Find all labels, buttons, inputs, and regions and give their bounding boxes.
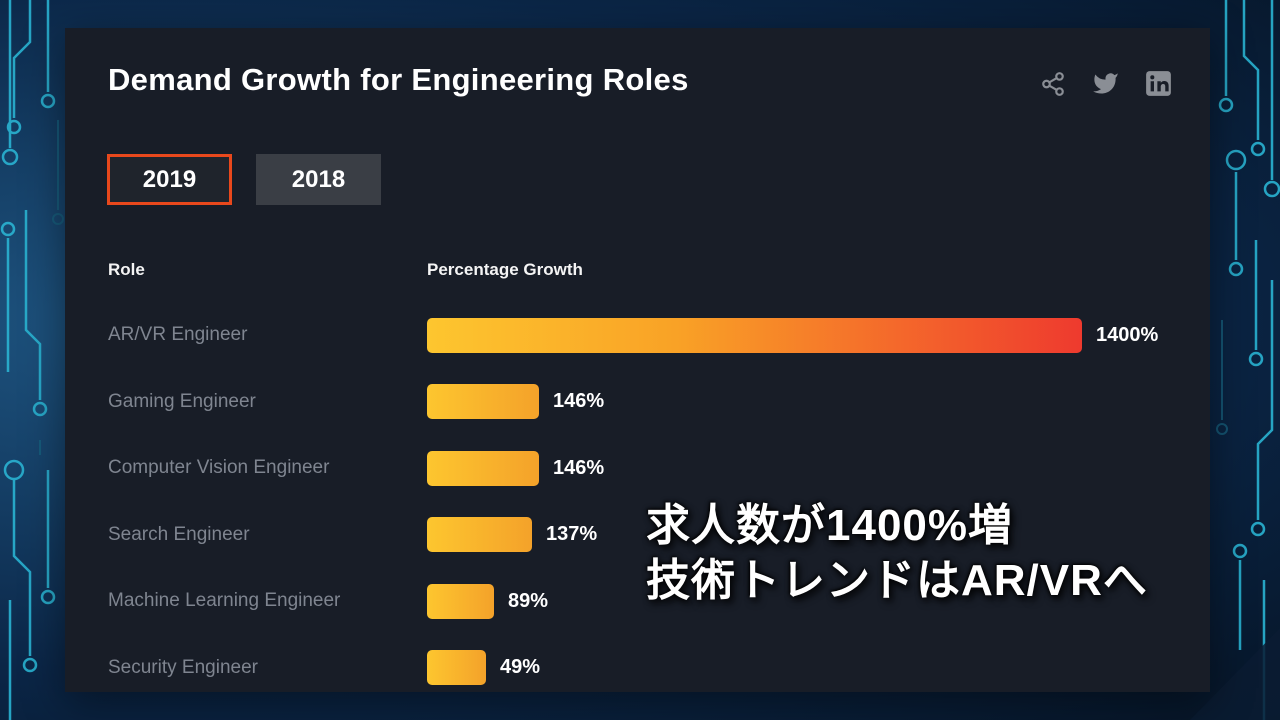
bar-cell: 137% — [427, 517, 1210, 553]
caption-line-1: 求人数が1400%増 — [646, 501, 1014, 550]
growth-bar — [427, 450, 539, 486]
value-label: 1400% — [1096, 323, 1159, 346]
role-label: AR/VR Engineer — [108, 324, 248, 346]
role-label: Gaming Engineer — [108, 390, 256, 412]
share-icon[interactable] — [1040, 71, 1066, 97]
value-label: 137% — [546, 523, 598, 546]
column-header-growth: Percentage Growth — [427, 260, 583, 279]
table-row: Search Engineer 137% — [108, 502, 1210, 569]
bar-cell: 146% — [427, 450, 1210, 486]
chart-card: Demand Growth for Engineering Roles — [65, 28, 1210, 692]
growth-bar — [427, 384, 539, 420]
growth-bar — [427, 317, 1082, 353]
growth-bar — [427, 517, 532, 553]
bar-chart: AR/VR Engineer 1400% Gaming Engineer 146… — [65, 302, 1210, 701]
role-label: Search Engineer — [108, 523, 250, 545]
value-label: 49% — [500, 656, 541, 679]
bar-cell: 89% — [427, 583, 1210, 619]
growth-bar — [427, 583, 494, 619]
value-label: 89% — [508, 589, 549, 612]
table-header: Role Percentage Growth — [65, 260, 1210, 280]
caption-line-2: 技術トレンドはAR/VRへ — [646, 556, 1148, 605]
table-row: Computer Vision Engineer 146% — [108, 435, 1210, 502]
caption-overlay: 求人数が1400%増 技術トレンドはAR/VRへ — [646, 498, 1148, 608]
page-title: Demand Growth for Engineering Roles — [108, 62, 689, 97]
tab-2019[interactable]: 2019 — [107, 154, 232, 205]
column-header-role: Role — [108, 260, 145, 279]
role-label: Machine Learning Engineer — [108, 590, 341, 612]
bar-cell: 1400% — [427, 317, 1210, 353]
share-icons — [1040, 70, 1172, 97]
bar-cell: 146% — [427, 384, 1210, 420]
table-row: AR/VR Engineer 1400% — [108, 302, 1210, 369]
value-label: 146% — [553, 390, 605, 413]
year-tabs: 2019 2018 — [107, 154, 1210, 205]
table-row: Security Engineer 49% — [108, 635, 1210, 702]
bar-cell: 49% — [427, 650, 1210, 686]
role-label: Security Engineer — [108, 656, 258, 678]
linkedin-icon[interactable] — [1145, 70, 1172, 97]
table-row: Gaming Engineer 146% — [108, 369, 1210, 436]
table-row: Machine Learning Engineer 89% — [108, 568, 1210, 635]
role-label: Computer Vision Engineer — [108, 457, 330, 479]
card-header: Demand Growth for Engineering Roles — [65, 28, 1210, 98]
growth-bar — [427, 650, 486, 686]
twitter-icon[interactable] — [1092, 70, 1119, 97]
value-label: 146% — [553, 456, 605, 479]
tab-2018[interactable]: 2018 — [256, 154, 381, 205]
